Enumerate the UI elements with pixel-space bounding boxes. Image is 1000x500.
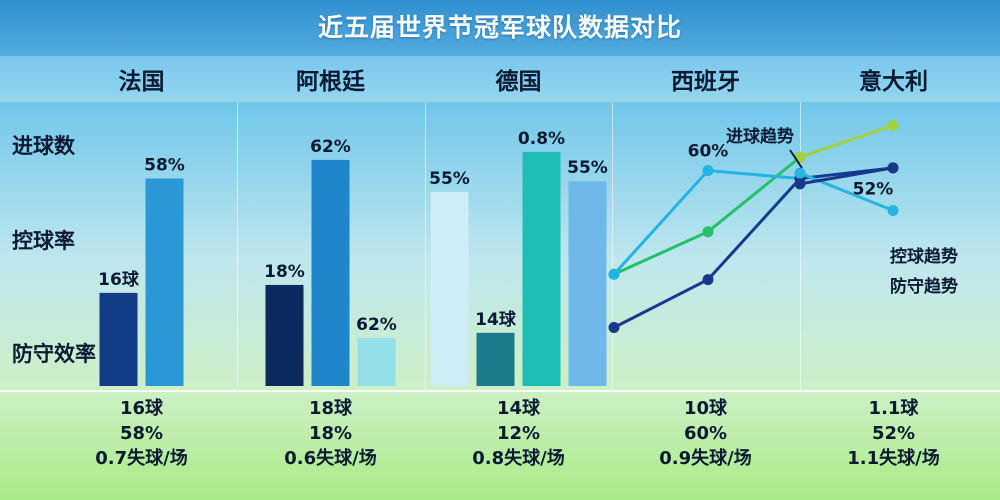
footer-possession: 52% — [871, 423, 916, 444]
footer-possession: 12% — [496, 423, 541, 444]
trend-line — [613, 166, 894, 329]
trend-line — [799, 171, 894, 212]
bar — [568, 181, 607, 386]
row-label-defense: 防守效率 — [12, 342, 96, 366]
column-divider — [237, 102, 238, 392]
bar-value-label: 55% — [567, 158, 608, 178]
trend-point — [702, 226, 714, 238]
footer-goals: 16球 — [119, 398, 164, 419]
legend-label-goals-trend: 进球趋势 — [726, 126, 794, 147]
footer-france: 16球 58% 0.7失球/场 — [48, 396, 235, 471]
footer-conceded: 0.9失球/场 — [659, 448, 752, 469]
footer-goals: 14球 — [496, 398, 541, 419]
point-value-label: 52% — [853, 179, 894, 199]
row-label-possession: 控球率 — [12, 229, 75, 253]
footer-possession: 18% — [308, 423, 353, 444]
bar — [265, 284, 304, 386]
footer-conceded: 0.8失球/场 — [472, 448, 565, 469]
bar — [145, 178, 184, 386]
point-value-label: 60% — [688, 142, 729, 162]
trend-point — [794, 178, 806, 190]
legend-pointer — [789, 149, 803, 169]
bar-value-label: 14球 — [475, 310, 517, 330]
column-divider — [800, 102, 801, 392]
bar-value-label: 62% — [356, 315, 397, 335]
bar-value-label: 0.8% — [518, 129, 565, 149]
footer-goals: 1.1球 — [868, 398, 919, 419]
bar — [476, 332, 515, 386]
trend-line — [612, 168, 801, 276]
trend-point — [608, 268, 620, 280]
footer-conceded: 1.1失球/场 — [847, 448, 940, 469]
bar-value-label: 62% — [310, 137, 351, 157]
trend-point — [608, 321, 620, 333]
trend-point — [887, 162, 899, 174]
trend-point — [702, 274, 714, 286]
header-bar — [0, 56, 1000, 102]
footer-goals: 10球 — [683, 398, 728, 419]
column-divider — [425, 102, 426, 392]
bar — [99, 292, 138, 386]
column-header-argentina: 阿根廷 — [296, 69, 365, 95]
bar — [311, 159, 350, 386]
column-header-italy: 意大利 — [859, 69, 928, 95]
bar-value-label: 58% — [144, 156, 185, 176]
bar — [357, 338, 396, 386]
chart-title: 近五届世界节冠军球队数据对比 — [317, 13, 682, 42]
row-label-goals: 进球数 — [12, 134, 75, 158]
bar-value-label: 16球 — [98, 270, 140, 290]
footer-conceded: 0.6失球/场 — [284, 448, 377, 469]
trend-line — [799, 123, 894, 159]
legend-label-possession-trend: 控球趋势 — [890, 246, 958, 267]
baseline-rule — [0, 390, 1000, 392]
legend-label-defense-trend: 防守趋势 — [890, 276, 958, 297]
column-divider — [612, 102, 613, 392]
footer-goals: 18球 — [308, 398, 353, 419]
column-header-france: 法国 — [118, 69, 165, 95]
footer-possession: 58% — [119, 423, 164, 444]
bar-value-label: 55% — [429, 169, 470, 189]
trend-point — [794, 151, 806, 163]
footer-possession: 60% — [683, 423, 728, 444]
footer-germany: 14球 12% 0.8失球/场 — [425, 396, 612, 471]
bar — [522, 151, 561, 386]
bar-value-label: 18% — [264, 262, 305, 282]
footer-conceded: 0.7失球/场 — [95, 448, 188, 469]
bar — [430, 191, 469, 386]
column-header-spain: 西班牙 — [671, 69, 740, 95]
footer-argentina: 18球 18% 0.6失球/场 — [237, 396, 424, 471]
footer-spain: 10球 60% 0.9失球/场 — [612, 396, 799, 471]
trend-point — [887, 119, 899, 131]
trend-point — [887, 204, 899, 216]
column-header-germany: 德国 — [495, 69, 542, 95]
trend-point — [794, 167, 806, 179]
trend-point — [702, 165, 714, 177]
trend-line — [799, 166, 894, 186]
footer-italy: 1.1球 52% 1.1失球/场 — [800, 396, 987, 471]
